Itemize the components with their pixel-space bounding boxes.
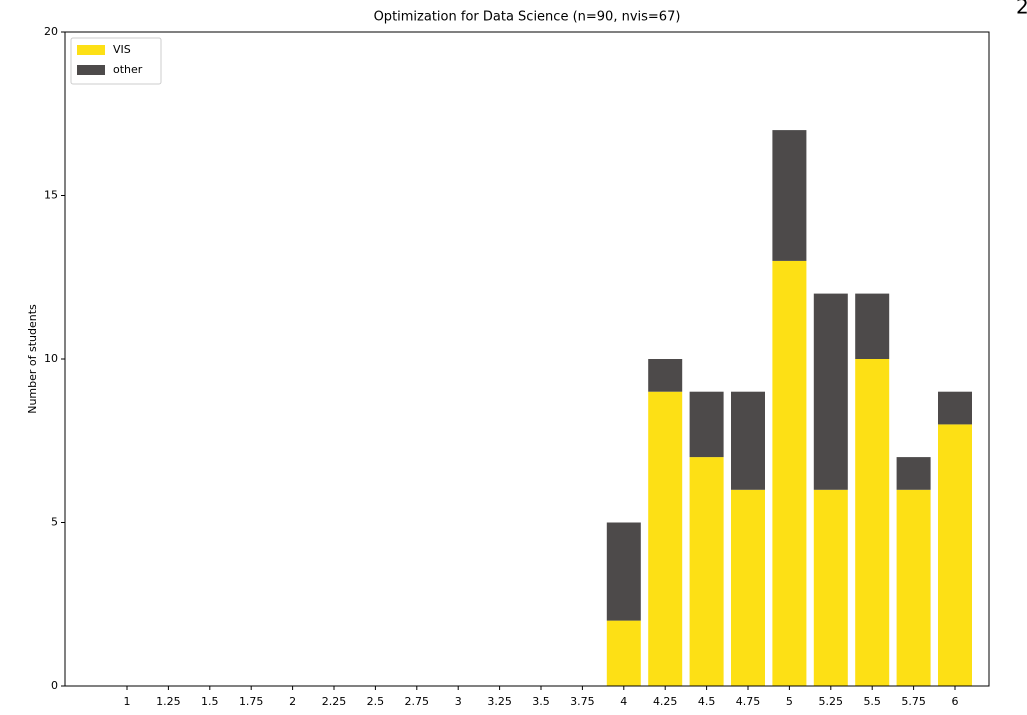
x-tick-label: 3.25 — [487, 695, 512, 708]
x-tick-label: 3.75 — [570, 695, 595, 708]
corner-annotation: 2 — [1016, 0, 1027, 19]
legend-swatch — [77, 45, 105, 55]
y-tick-label: 5 — [51, 516, 58, 529]
y-tick-label: 15 — [44, 189, 58, 202]
plot-frame — [64, 31, 990, 687]
x-tick-label: 1 — [124, 695, 131, 708]
bar-segment — [731, 391, 765, 490]
bar-segment — [606, 620, 641, 686]
bar-segment — [772, 130, 807, 261]
x-tick-label: 2 — [289, 695, 296, 708]
bar-segment — [731, 489, 765, 686]
legend-label: VIS — [113, 43, 131, 56]
bar-segment — [648, 359, 683, 392]
bar-segment — [855, 359, 890, 686]
x-tick-label: 5.25 — [819, 695, 844, 708]
chart-title: Optimization for Data Science (n=90, nvi… — [374, 10, 681, 25]
y-tick-label: 20 — [44, 25, 58, 38]
x-tick-label: 5.75 — [901, 695, 926, 708]
y-tick-label: 10 — [44, 352, 58, 365]
x-tick-label: 2.75 — [405, 695, 430, 708]
x-tick-label: 2.25 — [322, 695, 347, 708]
x-tick-label: 5.5 — [863, 695, 881, 708]
bar-segment — [938, 424, 972, 686]
x-tick-label: 3 — [455, 695, 462, 708]
bar-segment — [896, 457, 931, 490]
x-tick-label: 2.5 — [367, 695, 385, 708]
bar-segment — [813, 293, 848, 490]
legend-label: other — [113, 63, 143, 76]
y-axis-label: Number of students — [26, 304, 39, 414]
x-tick-label: 1.75 — [239, 695, 264, 708]
bar-segment — [772, 260, 807, 686]
x-tick-label: 4 — [620, 695, 627, 708]
bar-segment — [606, 522, 641, 621]
x-tick-label: 1.25 — [156, 695, 181, 708]
x-tick-label: 4.75 — [736, 695, 761, 708]
x-tick-label: 4.25 — [653, 695, 678, 708]
bar-segment — [813, 489, 848, 686]
x-tick-label: 6 — [952, 695, 959, 708]
bar-segment — [648, 391, 683, 686]
legend-swatch — [77, 65, 105, 75]
bar-segment — [689, 391, 724, 458]
bar-segment — [896, 489, 931, 686]
bar-segment — [689, 457, 724, 686]
bar-segment — [938, 391, 972, 425]
x-tick-label: 4.5 — [698, 695, 716, 708]
bar-segment — [855, 293, 890, 359]
x-tick-label: 5 — [786, 695, 793, 708]
x-tick-label: 1.5 — [201, 695, 219, 708]
x-tick-label: 3.5 — [532, 695, 550, 708]
y-tick-label: 0 — [51, 679, 58, 692]
